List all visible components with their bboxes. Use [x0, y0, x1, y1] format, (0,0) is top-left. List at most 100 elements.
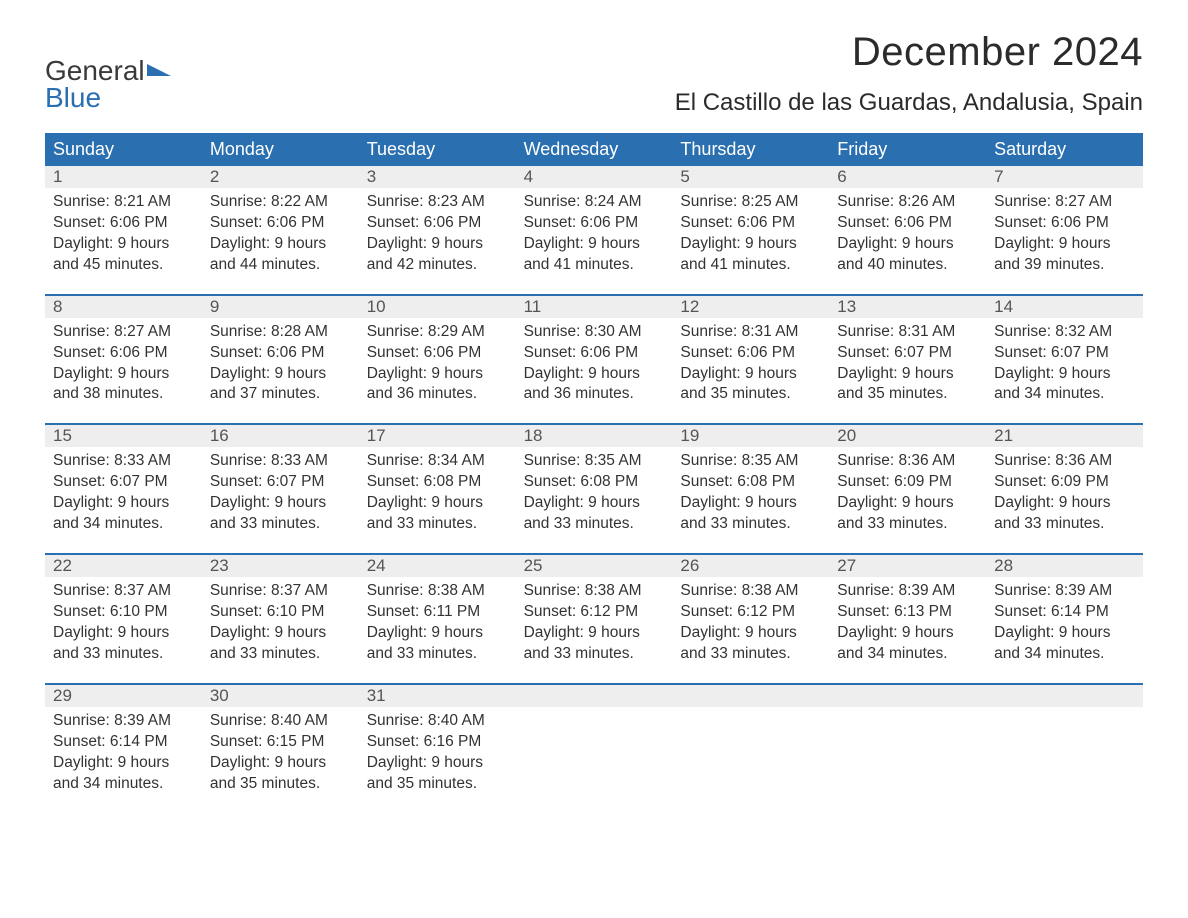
sunset-line: Sunset: 6:08 PM [524, 472, 665, 493]
day-number: 25 [516, 555, 673, 577]
daylight-line1: Daylight: 9 hours [994, 364, 1135, 385]
daylight-line2: and 41 minutes. [524, 255, 665, 276]
day-number: 3 [359, 166, 516, 188]
daylight-line1: Daylight: 9 hours [994, 234, 1135, 255]
weeks-container: 1234567Sunrise: 8:21 AMSunset: 6:06 PMDa… [45, 166, 1143, 794]
sunrise-line: Sunrise: 8:29 AM [367, 322, 508, 343]
sunrise-line: Sunrise: 8:25 AM [680, 192, 821, 213]
day-cell: Sunrise: 8:23 AMSunset: 6:06 PMDaylight:… [359, 188, 516, 276]
daylight-line1: Daylight: 9 hours [367, 364, 508, 385]
daylight-line1: Daylight: 9 hours [837, 234, 978, 255]
day-number: 29 [45, 685, 202, 707]
sunset-line: Sunset: 6:06 PM [680, 343, 821, 364]
daylight-line2: and 34 minutes. [837, 644, 978, 665]
sunrise-line: Sunrise: 8:39 AM [994, 581, 1135, 602]
day-cell: Sunrise: 8:33 AMSunset: 6:07 PMDaylight:… [45, 447, 202, 535]
week-daynum-row: 22232425262728 [45, 553, 1143, 577]
sunset-line: Sunset: 6:08 PM [367, 472, 508, 493]
day-number: 14 [986, 296, 1143, 318]
sunset-line: Sunset: 6:14 PM [53, 732, 194, 753]
daylight-line2: and 33 minutes. [367, 514, 508, 535]
title-block: December 2024 El Castillo de las Guardas… [675, 30, 1143, 127]
day-number: 26 [672, 555, 829, 577]
sunset-line: Sunset: 6:12 PM [524, 602, 665, 623]
sunrise-line: Sunrise: 8:34 AM [367, 451, 508, 472]
week-body-row: Sunrise: 8:37 AMSunset: 6:10 PMDaylight:… [45, 577, 1143, 665]
daylight-line1: Daylight: 9 hours [367, 234, 508, 255]
header: General Blue December 2024 El Castillo d… [45, 30, 1143, 127]
day-cell: Sunrise: 8:34 AMSunset: 6:08 PMDaylight:… [359, 447, 516, 535]
daylight-line1: Daylight: 9 hours [524, 493, 665, 514]
daylight-line2: and 36 minutes. [524, 384, 665, 405]
day-cell: Sunrise: 8:22 AMSunset: 6:06 PMDaylight:… [202, 188, 359, 276]
daylight-line2: and 33 minutes. [680, 514, 821, 535]
daylight-line1: Daylight: 9 hours [994, 623, 1135, 644]
day-cell: Sunrise: 8:21 AMSunset: 6:06 PMDaylight:… [45, 188, 202, 276]
weekday-header: Sunday Monday Tuesday Wednesday Thursday… [45, 133, 1143, 166]
sunrise-line: Sunrise: 8:36 AM [837, 451, 978, 472]
month-title: December 2024 [675, 30, 1143, 75]
col-wednesday: Wednesday [516, 133, 673, 166]
day-cell: Sunrise: 8:38 AMSunset: 6:12 PMDaylight:… [516, 577, 673, 665]
daylight-line2: and 37 minutes. [210, 384, 351, 405]
week-body-row: Sunrise: 8:21 AMSunset: 6:06 PMDaylight:… [45, 188, 1143, 276]
day-cell: Sunrise: 8:27 AMSunset: 6:06 PMDaylight:… [45, 318, 202, 406]
daylight-line2: and 36 minutes. [367, 384, 508, 405]
flag-icon [145, 58, 173, 85]
sunrise-line: Sunrise: 8:27 AM [994, 192, 1135, 213]
day-cell: Sunrise: 8:24 AMSunset: 6:06 PMDaylight:… [516, 188, 673, 276]
sunrise-line: Sunrise: 8:38 AM [680, 581, 821, 602]
day-number: 31 [359, 685, 516, 707]
day-cell: Sunrise: 8:39 AMSunset: 6:14 PMDaylight:… [986, 577, 1143, 665]
daylight-line1: Daylight: 9 hours [680, 623, 821, 644]
day-cell: Sunrise: 8:31 AMSunset: 6:07 PMDaylight:… [829, 318, 986, 406]
daylight-line2: and 35 minutes. [837, 384, 978, 405]
day-number: 4 [516, 166, 673, 188]
daylight-line2: and 34 minutes. [994, 384, 1135, 405]
logo-text: General Blue [45, 58, 173, 111]
sunset-line: Sunset: 6:07 PM [53, 472, 194, 493]
daylight-line1: Daylight: 9 hours [53, 234, 194, 255]
col-tuesday: Tuesday [359, 133, 516, 166]
daylight-line2: and 34 minutes. [53, 774, 194, 795]
sunset-line: Sunset: 6:06 PM [367, 213, 508, 234]
week-body-row: Sunrise: 8:33 AMSunset: 6:07 PM Daylight:… [45, 447, 1143, 535]
daylight-line1: Daylight: 9 hours [53, 753, 194, 774]
sunrise-line: Sunrise: 8:37 AM [53, 581, 194, 602]
day-number: 12 [672, 296, 829, 318]
sunset-line: Sunset: 6:06 PM [210, 343, 351, 364]
daylight-line2: and 33 minutes. [994, 514, 1135, 535]
sunrise-line: Sunrise: 8:31 AM [837, 322, 978, 343]
sunrise-line: Sunrise: 8:35 AM [680, 451, 821, 472]
sunrise-line: Sunrise: 8:31 AM [680, 322, 821, 343]
sunrise-line: Sunrise: 8:30 AM [524, 322, 665, 343]
daylight-line1: Daylight: 9 hours [524, 623, 665, 644]
day-number: 16 [202, 425, 359, 447]
col-sunday: Sunday [45, 133, 202, 166]
location: El Castillo de las Guardas, Andalusia, S… [675, 89, 1143, 117]
day-cell: Sunrise: 8:29 AMSunset: 6:06 PMDaylight:… [359, 318, 516, 406]
sunset-line: Sunset: 6:06 PM [524, 213, 665, 234]
day-number: 13 [829, 296, 986, 318]
sunrise-line: Sunrise: 8:35 AM [524, 451, 665, 472]
daylight-line2: and 33 minutes. [210, 514, 351, 535]
day-number [672, 685, 829, 707]
day-cell: Sunrise: 8:32 AMSunset: 6:07 PMDaylight:… [986, 318, 1143, 406]
daylight-line2: and 38 minutes. [53, 384, 194, 405]
day-number: 24 [359, 555, 516, 577]
daylight-line2: and 40 minutes. [837, 255, 978, 276]
sunset-line: Sunset: 6:11 PM [367, 602, 508, 623]
day-number: 17 [359, 425, 516, 447]
sunrise-line: Sunrise: 8:33 AM [53, 451, 194, 472]
daylight-line2: and 33 minutes. [367, 644, 508, 665]
day-number: 8 [45, 296, 202, 318]
daylight-line2: and 35 minutes. [367, 774, 508, 795]
daylight-line2: and 42 minutes. [367, 255, 508, 276]
day-number: 11 [516, 296, 673, 318]
day-cell [829, 707, 986, 795]
sunset-line: Sunset: 6:06 PM [210, 213, 351, 234]
daylight-line1: Daylight: 9 hours [524, 364, 665, 385]
sunrise-line: Sunrise: 8:37 AM [210, 581, 351, 602]
daylight-line2: and 35 minutes. [210, 774, 351, 795]
day-cell: Sunrise: 8:35 AMSunset: 6:08 PMDaylight:… [516, 447, 673, 535]
